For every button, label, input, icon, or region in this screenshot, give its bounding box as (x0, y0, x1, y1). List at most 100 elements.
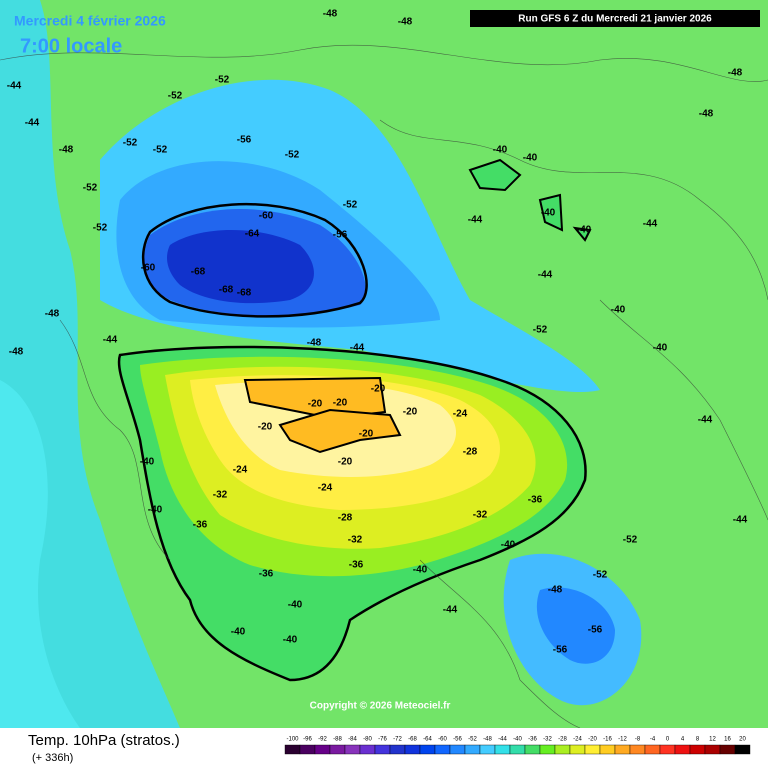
legend-label: -28 (558, 737, 567, 743)
legend-swatch (449, 744, 466, 755)
contour-label: -48 (307, 338, 322, 349)
contour-label: -36 (259, 569, 274, 580)
contour-label: -48 (728, 68, 743, 79)
legend-swatch (284, 744, 301, 755)
contour-label: -56 (553, 645, 568, 656)
copyright: Copyright © 2026 Meteociel.fr (310, 701, 451, 712)
legend-swatch (689, 744, 706, 755)
legend-swatch (554, 744, 571, 755)
contour-label: -40 (413, 565, 428, 576)
legend-swatch (479, 744, 496, 755)
contour-label: -40 (140, 457, 155, 468)
legend-label: -96 (303, 737, 312, 743)
legend-label: -84 (348, 737, 357, 743)
contour-label: -20 (333, 398, 348, 409)
legend-label: -36 (528, 737, 537, 743)
legend-label: -40 (513, 737, 522, 743)
run-info: Run GFS 6 Z du Mercredi 21 janvier 2026 (518, 14, 712, 25)
legend-swatch (734, 744, 751, 755)
legend-swatch (299, 744, 316, 755)
contour-label: -28 (338, 513, 353, 524)
legend-swatch (614, 744, 631, 755)
contour-label: -48 (323, 9, 338, 20)
legend-label: -68 (408, 737, 417, 743)
legend-swatch (374, 744, 391, 755)
contour-label: -52 (623, 535, 638, 546)
contour-label: -40 (577, 225, 592, 236)
lead-time: (+ 336h) (32, 752, 73, 764)
legend-label: -4 (650, 737, 656, 743)
legend-label: -32 (543, 737, 552, 743)
contour-label: -44 (103, 335, 118, 346)
contour-label: -44 (350, 343, 365, 354)
legend-swatch (494, 744, 511, 755)
contour-label: -52 (215, 75, 230, 86)
contour-label: -52 (153, 145, 168, 156)
cold-region (0, 0, 180, 728)
contour-label: -40 (501, 540, 516, 551)
legend-swatch (539, 744, 556, 755)
contour-label: -44 (698, 415, 713, 426)
legend-swatch (509, 744, 526, 755)
legend-label: -76 (378, 737, 387, 743)
contour-label: -36 (528, 495, 543, 506)
contour-label: -28 (463, 447, 478, 458)
legend-swatch (704, 744, 721, 755)
contour-label: -20 (338, 457, 353, 468)
contour-label: -60 (259, 211, 274, 222)
contour-label: -20 (371, 384, 386, 395)
contour-label: -68 (219, 285, 234, 296)
legend-label: -48 (483, 737, 492, 743)
contour-label: -60 (141, 263, 156, 274)
contour-label: -68 (191, 267, 206, 278)
legend-label: -16 (603, 737, 612, 743)
legend-swatch (434, 744, 451, 755)
contour-label: -44 (443, 605, 458, 616)
contour-label: -20 (403, 407, 418, 418)
legend-swatch (359, 744, 376, 755)
legend-label: -8 (635, 737, 641, 743)
contour-label: -56 (333, 230, 348, 241)
legend-swatch (419, 744, 436, 755)
contour-label: -40 (653, 343, 668, 354)
coastlines (0, 44, 768, 729)
contour-label: -40 (541, 208, 556, 219)
legend-label: -44 (498, 737, 507, 743)
legend-label: -12 (618, 737, 627, 743)
contour-label: -44 (643, 219, 658, 230)
legend-swatch (314, 744, 331, 755)
legend-swatch (629, 744, 646, 755)
run-box (470, 10, 760, 27)
legend-label: 12 (709, 737, 716, 743)
legend-label: -80 (363, 737, 372, 743)
legend-label: -64 (423, 737, 432, 743)
contour-label: -40 (288, 600, 303, 611)
contour-label: -40 (231, 627, 246, 638)
contour-label: -44 (468, 215, 483, 226)
contour-label: -52 (123, 138, 138, 149)
cold-region (536, 587, 615, 664)
legend-swatch (329, 744, 346, 755)
legend-label: 16 (724, 737, 731, 743)
legend-swatch (659, 744, 676, 755)
cold-region (0, 380, 80, 728)
contour-label: -52 (285, 150, 300, 161)
contour-label: -40 (611, 305, 626, 316)
legend-label: -52 (468, 737, 477, 743)
legend-swatch (584, 744, 601, 755)
contour-label: -20 (359, 429, 374, 440)
contour-label: -68 (237, 288, 252, 299)
legend-label: 8 (696, 737, 700, 743)
contour-label: -24 (453, 409, 468, 420)
legend-label: -56 (453, 737, 462, 743)
legend-swatch (719, 744, 736, 755)
contour-labels: -48 -48 -44 -44 -48 -52 -52 -52 -52 -52 -52 -56 -52 -… (7, 9, 748, 656)
contour-label: -52 (593, 570, 608, 581)
legend-label: -20 (588, 737, 597, 743)
contour-label: -32 (348, 535, 363, 546)
contour-label: -40 (523, 153, 538, 164)
legend-label: -24 (573, 737, 582, 743)
contour-label: -44 (7, 81, 22, 92)
legend-label: 4 (681, 737, 685, 743)
